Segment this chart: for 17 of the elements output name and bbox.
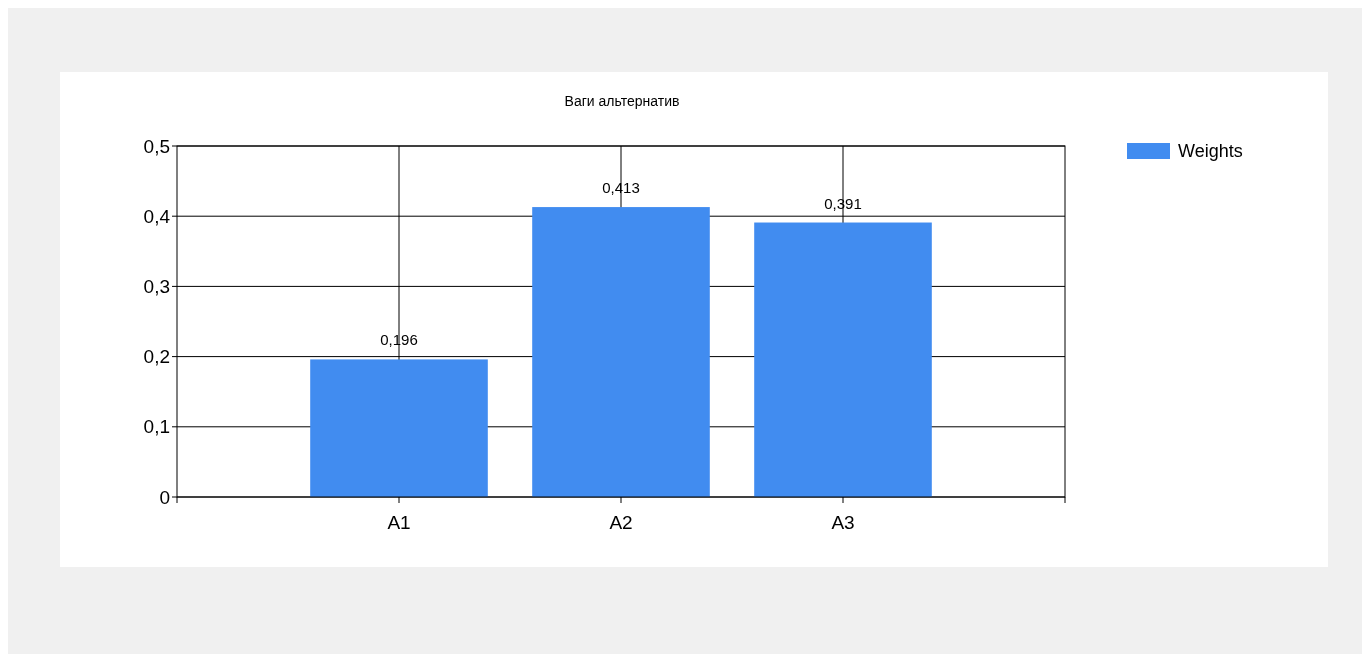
x-tick-label: A3 (831, 512, 855, 533)
bar (310, 359, 488, 497)
x-tick-label: A1 (387, 512, 411, 533)
chart-title: Ваги альтернатив (564, 93, 680, 109)
text: 0,391 (824, 194, 862, 212)
y-tick-label: 0,3 (143, 276, 170, 298)
legend-label: Weights (1178, 141, 1243, 162)
text: 0,196 (380, 331, 418, 349)
y-tick-label: 0,1 (143, 416, 170, 438)
x-tick-label: A2 (609, 512, 633, 533)
y-tick-label: 0,2 (143, 346, 170, 368)
text: 0,413 (602, 179, 640, 197)
bar (754, 222, 932, 497)
bar (532, 207, 710, 497)
y-tick-label: 0 (159, 486, 170, 508)
y-tick-label: 0,4 (143, 205, 171, 227)
y-tick-label: 0,5 (143, 135, 170, 157)
